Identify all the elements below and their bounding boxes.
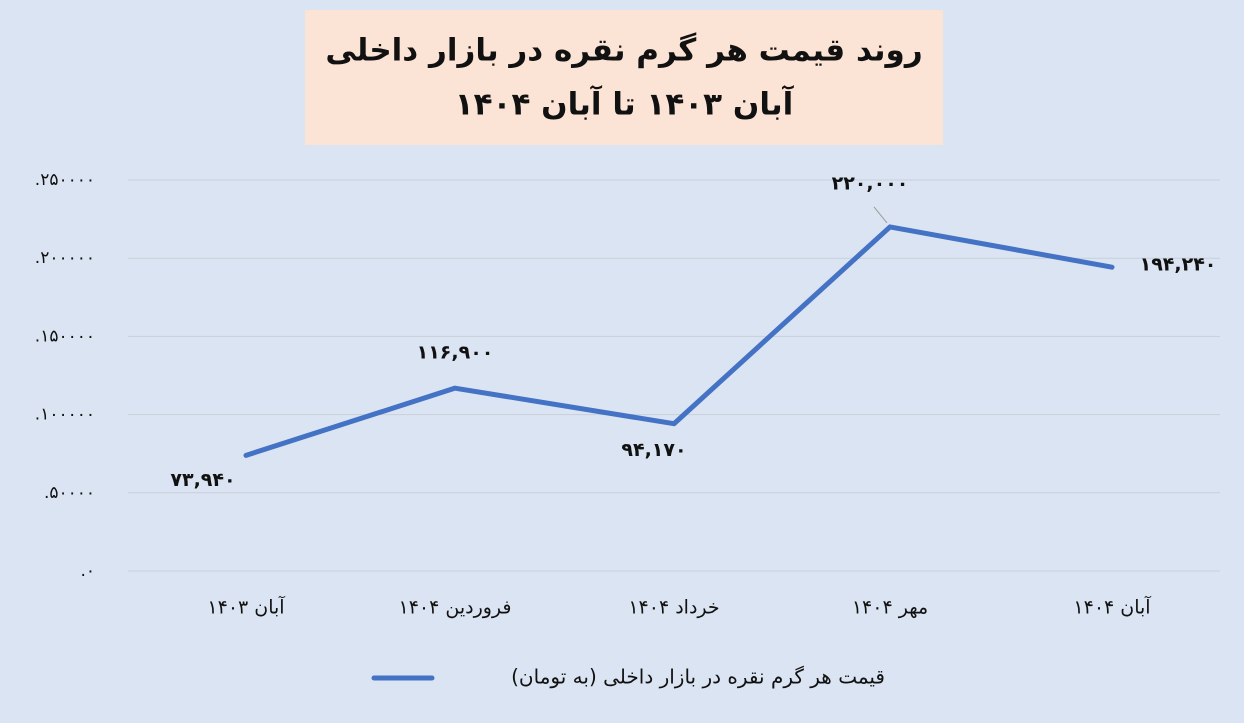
x-tick-label: آبان ۱۴۰۳ <box>207 595 285 619</box>
y-tick-label: .۰ <box>80 561 95 581</box>
title-box <box>305 10 943 145</box>
y-tick-label: .۵۰۰۰۰ <box>44 483 95 503</box>
chart-title: روند قیمت هر گرم نقره در بازار داخلی <box>325 32 922 69</box>
data-label: ۲۲۰,۰۰۰ <box>832 172 909 194</box>
x-tick-label: آبان ۱۴۰۴ <box>1073 595 1151 619</box>
y-tick-label: .۲۰۰۰۰۰ <box>35 248 95 268</box>
y-tick-label: .۲۵۰۰۰۰ <box>35 170 95 190</box>
y-tick-label: .۱۰۰۰۰۰ <box>35 405 95 425</box>
leader-line <box>873 206 888 224</box>
data-label: ۱۹۴,۲۴۰ <box>1140 254 1217 276</box>
legend-label: قیمت هر گرم نقره در بازار داخلی (به توما… <box>511 665 885 689</box>
x-tick-label: خرداد ۱۴۰۴ <box>628 597 719 619</box>
x-tick-label: فروردین ۱۴۰۴ <box>399 597 512 619</box>
data-label: ۷۳,۹۴۰ <box>170 469 235 491</box>
y-tick-label: .۱۵۰۰۰۰ <box>35 326 95 346</box>
x-tick-label: مهر ۱۴۰۴ <box>852 597 928 619</box>
data-label: ۱۱۶,۹۰۰ <box>417 342 494 364</box>
data-label: ۹۴,۱۷۰ <box>621 439 686 461</box>
data-line <box>243 224 1115 458</box>
chart-subtitle: آبان ۱۴۰۳ تا آبان ۱۴۰۴ <box>455 85 795 123</box>
